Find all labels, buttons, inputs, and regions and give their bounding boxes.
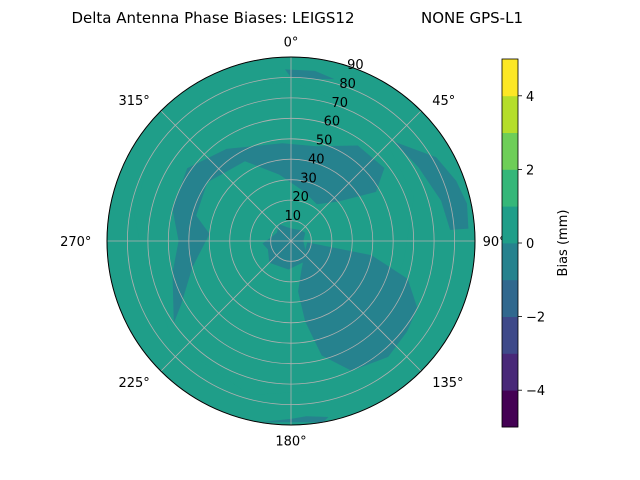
- colorbar: −4 −2 0 2 4 Bias (mm): [501, 58, 571, 428]
- radial-tick-label: 30: [300, 171, 317, 186]
- radial-tick-label: 70: [332, 96, 349, 111]
- angular-gridline: [290, 110, 422, 242]
- colorbar-swatch: [502, 59, 518, 97]
- colorbar-swatch: [502, 206, 518, 244]
- radial-tick-label: 80: [339, 77, 356, 92]
- angular-gridline: [160, 110, 292, 242]
- radial-tick-label: 20: [292, 190, 309, 205]
- bias-region-low: [393, 141, 469, 230]
- chart-title-right: NONE GPS-L1: [421, 9, 523, 27]
- colorbar-tick-label: −4: [526, 384, 545, 399]
- angular-gridline: [160, 240, 292, 372]
- chart-title: Delta Antenna Phase Biases: LEIGS12: [71, 9, 354, 27]
- angular-gridline: [290, 240, 422, 372]
- angle-tick-label: 315°: [118, 94, 149, 109]
- angle-tick-label: 135°: [432, 376, 463, 391]
- angle-tick-label: 270°: [60, 235, 91, 250]
- radial-tick-label: 10: [285, 209, 302, 224]
- colorbar-swatch: [502, 353, 518, 391]
- radial-tick-label: 90: [347, 58, 364, 73]
- colorbar-tick-label: 4: [526, 90, 534, 105]
- bias-region-low: [262, 224, 306, 270]
- polar-frame: [106, 56, 476, 426]
- polar-grid: [106, 56, 476, 426]
- bias-region-low: [285, 69, 335, 80]
- radial-tick-label: 50: [316, 134, 333, 149]
- colorbar-swatch: [502, 243, 518, 281]
- bias-region-low: [259, 416, 329, 423]
- colorbar-label: Bias (mm): [556, 210, 571, 277]
- colorbar-tick-label: 0: [526, 237, 534, 252]
- colorbar-tick-label: 2: [526, 163, 534, 178]
- colorbar-swatch: [502, 95, 518, 133]
- angle-tick-label: 0°: [284, 35, 299, 50]
- angle-tick-label: 90°: [483, 235, 506, 250]
- colorbar-swatch: [502, 169, 518, 207]
- colorbar-tick-label: −2: [526, 311, 545, 326]
- bias-region-low: [172, 143, 385, 324]
- bias-regions: [134, 69, 469, 423]
- angle-tick-label: 225°: [118, 376, 149, 391]
- polar-plot: 0° 45° 90° 135° 180° 225° 270° 315° 10 20 30 40 50 60…: [60, 35, 506, 449]
- radial-tick-label: 60: [324, 115, 341, 130]
- angle-tick-label: 45°: [432, 94, 455, 109]
- colorbar-swatch: [502, 132, 518, 170]
- colorbar-swatch: [502, 390, 518, 428]
- colorbar-swatch: [502, 316, 518, 354]
- angle-tick-label: 180°: [275, 435, 306, 450]
- colorbar-swatch: [502, 279, 518, 317]
- radial-tick-label: 40: [308, 152, 325, 167]
